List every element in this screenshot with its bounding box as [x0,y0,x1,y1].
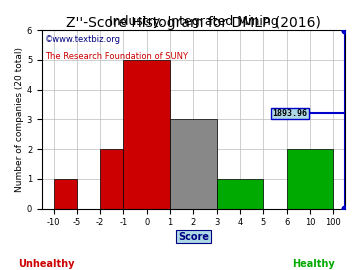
Bar [217,179,264,209]
Title: Z''-Score Histogram for DMLP (2016): Z''-Score Histogram for DMLP (2016) [66,16,321,30]
X-axis label: Score: Score [178,231,209,241]
Text: Healthy: Healthy [292,259,334,269]
Text: Industry: Integrated Mining: Industry: Integrated Mining [109,15,278,28]
Text: ©www.textbiz.org: ©www.textbiz.org [45,35,121,45]
Bar [100,149,123,209]
Bar [54,179,77,209]
Text: Unhealthy: Unhealthy [19,259,75,269]
Bar [287,149,333,209]
Bar [170,119,217,209]
Y-axis label: Number of companies (20 total): Number of companies (20 total) [15,47,24,192]
Text: 1893.96: 1893.96 [273,109,308,118]
Text: The Research Foundation of SUNY: The Research Foundation of SUNY [45,52,188,60]
Bar [123,60,170,209]
